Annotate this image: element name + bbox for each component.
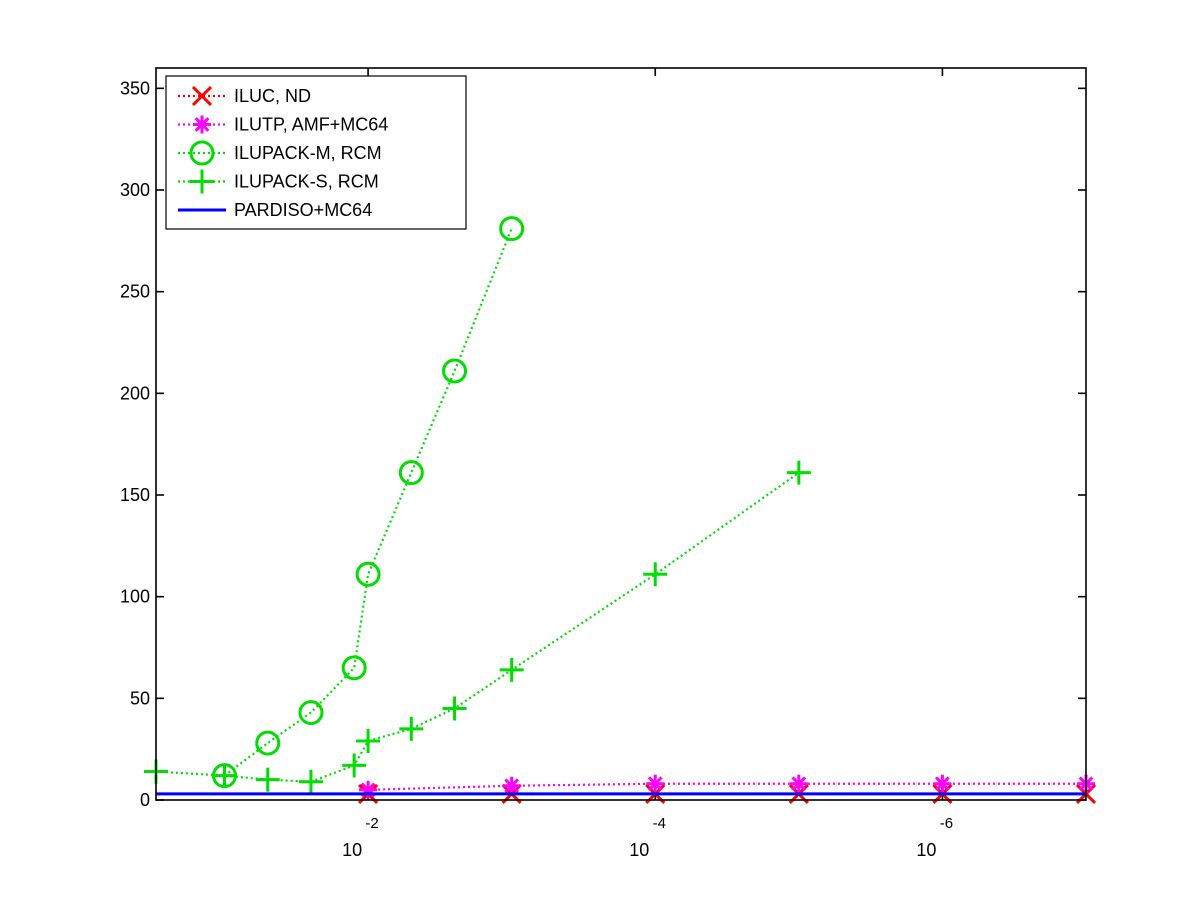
x-tick-base: 10 [629, 840, 649, 860]
y-tick-label: 0 [140, 790, 150, 810]
series-1 [359, 774, 1095, 799]
legend-label: ILUC, ND [234, 86, 311, 106]
legend-marker [190, 169, 214, 194]
legend-label: ILUPACK-M, RCM [234, 143, 382, 163]
legend-entry: ILUPACK-M, RCM [178, 140, 382, 166]
data-point [341, 655, 367, 681]
y-tick-label: 250 [120, 282, 150, 302]
data-point [442, 696, 467, 721]
legend-box [165, 75, 467, 230]
legend: ILUC, ND ILUTP, AMF+MC64 ILUPACK-M, RCM ILU… [165, 75, 467, 230]
data-point [355, 561, 381, 587]
data-point [255, 730, 281, 756]
legend-entry: ILUPACK-S, RCM [178, 169, 379, 194]
data-point [499, 216, 525, 242]
x-tick-exponent: -4 [653, 815, 666, 832]
x-tick-base: 10 [916, 840, 936, 860]
data-point [399, 716, 424, 741]
y-tick-label: 100 [120, 587, 150, 607]
data-point [298, 769, 323, 794]
x-tick-exponent: -6 [940, 815, 953, 832]
data-point [502, 776, 521, 795]
legend-entry: ILUTP, AMF+MC64 [178, 115, 388, 135]
x-tick-exponent: -2 [365, 815, 378, 832]
data-point [212, 763, 237, 788]
y-tick-label: 150 [120, 485, 150, 505]
data-point [356, 729, 381, 754]
data-point [643, 562, 668, 587]
data-point [786, 460, 811, 485]
x-tick-base: 10 [342, 840, 362, 860]
legend-entry: ILUC, ND [178, 85, 311, 107]
plot-frame [155, 67, 1087, 801]
legend-label: PARDISO+MC64 [234, 200, 372, 220]
y-tick-label: 50 [130, 688, 150, 708]
y-tick-label: 350 [120, 78, 150, 98]
data-point [298, 700, 324, 726]
y-tick-label: 200 [120, 383, 150, 403]
legend-label: ILUPACK-S, RCM [234, 172, 379, 192]
data-point [933, 774, 952, 793]
data-point [342, 753, 367, 778]
data-point [398, 460, 424, 486]
legend-marker [193, 115, 211, 134]
data-point [255, 767, 280, 792]
data-point [789, 774, 808, 793]
data-point [499, 657, 524, 682]
data-point [359, 780, 378, 799]
legend-entry: PARDISO+MC64 [178, 200, 372, 220]
data-point [442, 358, 468, 384]
series-line [223, 228, 513, 777]
legend-marker [191, 85, 213, 107]
legend-marker [189, 140, 215, 166]
data-point [646, 774, 665, 793]
y-tick-label: 300 [120, 180, 150, 200]
legend-label: ILUTP, AMF+MC64 [234, 115, 388, 135]
